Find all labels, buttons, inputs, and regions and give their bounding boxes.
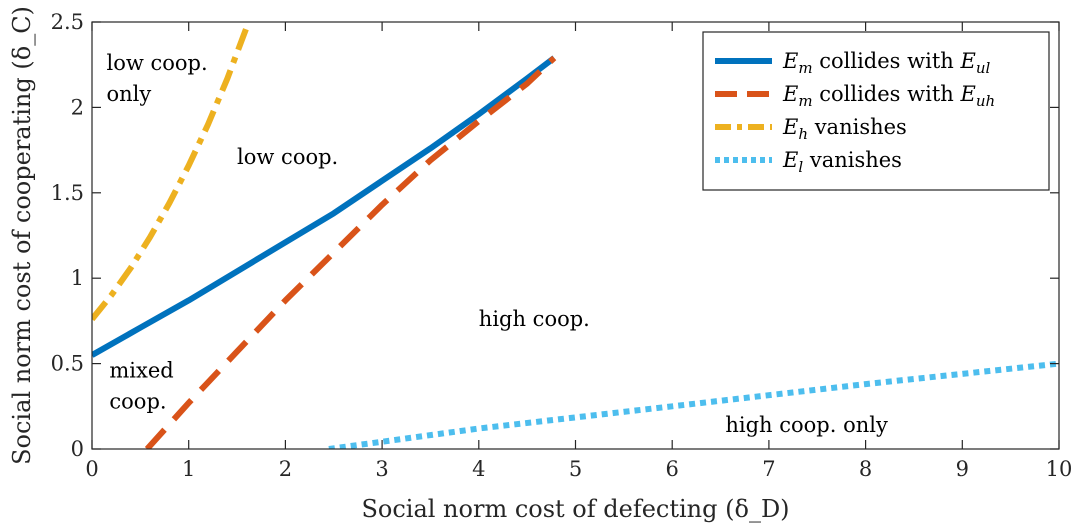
x-tick-label: 9: [956, 457, 969, 481]
x-tick-label: 5: [569, 457, 582, 481]
legend-label-3: Eh vanishes: [782, 115, 907, 143]
series-line-2: [144, 55, 557, 449]
series-line-1: [92, 55, 557, 358]
x-tick-label: 8: [859, 457, 872, 481]
y-tick-label: 2.5: [51, 10, 84, 34]
x-tick-label: 6: [666, 457, 679, 481]
legend-label-1: Em collides with Eul: [782, 49, 990, 77]
y-tick-label: 0.5: [51, 352, 84, 376]
x-tick-label: 10: [1046, 457, 1073, 481]
region-label-2: low coop.: [237, 145, 338, 169]
x-tick-label: 7: [762, 457, 775, 481]
region-label-5: high coop. only: [725, 413, 888, 437]
x-tick-label: 1: [182, 457, 195, 481]
x-tick-label: 0: [85, 457, 98, 481]
x-tick-label: 3: [375, 457, 388, 481]
axes-layer: 0 1 2 3 4 5 6 7 8 9 10 0 0.5 1 1.5 2 2.5 Social norm cost…: [8, 6, 1072, 523]
series-layer: [92, 26, 1059, 449]
y-tick-label: 2: [71, 95, 84, 119]
x-tick-label: 4: [472, 457, 485, 481]
x-axis-label: Social norm cost of defecting (δ_D): [361, 495, 789, 523]
y-tick-label: 0: [71, 437, 84, 461]
region-label-4: mixed coop.: [109, 358, 173, 413]
series-line-3: [92, 26, 250, 322]
y-tick-label: 1.5: [51, 181, 84, 205]
legend: Em collides with Eul Em collides with Euh…: [702, 31, 1050, 191]
x-tick-label: 2: [279, 457, 292, 481]
series-line-4: [328, 360, 1059, 449]
y-tick-label: 1: [71, 266, 84, 290]
region-label-1: low coop. only: [107, 51, 208, 106]
y-axis-label: Social norm cost of cooperating (δ_C): [8, 6, 36, 465]
region-label-3: high coop.: [479, 307, 590, 331]
legend-label-4: El vanishes: [782, 148, 902, 176]
annotation-layer: low coop. only low coop. high coop. mixed coo…: [107, 51, 888, 437]
legend-label-2: Em collides with Euh: [782, 82, 995, 110]
